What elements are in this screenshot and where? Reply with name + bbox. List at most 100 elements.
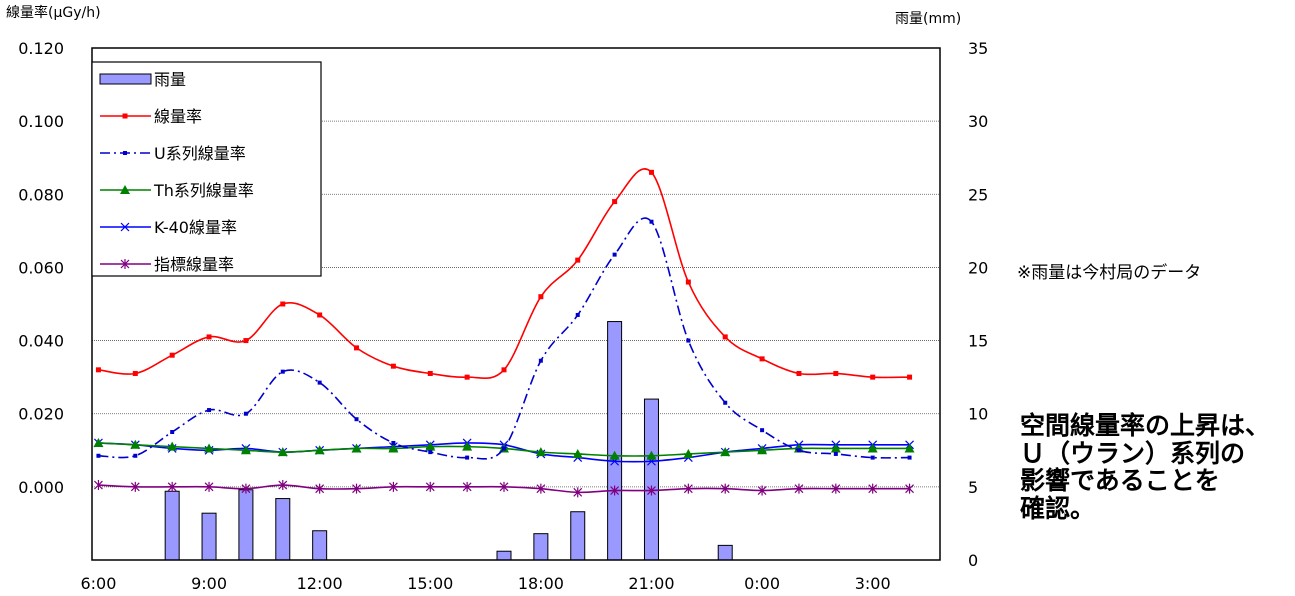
right-tick-label: 35 (968, 39, 988, 58)
data-point (130, 439, 141, 449)
data-point (612, 199, 618, 205)
rainfall-bar (570, 511, 586, 561)
data-point (794, 483, 804, 494)
legend-marker (120, 185, 130, 194)
rainfall-bar (275, 498, 291, 561)
data-point (759, 356, 765, 362)
data-point (390, 363, 396, 369)
data-point (870, 455, 875, 460)
legend-label: 指標線量率 (154, 255, 234, 274)
legend-label: 線量率 (154, 107, 202, 126)
left-axis-ticks: 0.120 0.100 0.080 0.060 0.040 0.020 0.000 (18, 39, 64, 497)
data-point (868, 483, 878, 494)
data-point (133, 453, 138, 458)
data-point (391, 440, 396, 445)
series-lines (93, 168, 915, 498)
data-point (314, 445, 325, 455)
legend-label: 雨量 (154, 70, 186, 89)
data-point (354, 345, 360, 351)
data-point (206, 334, 212, 340)
data-point (93, 437, 104, 447)
series-line (98, 217, 910, 460)
data-point (831, 483, 841, 494)
right-tick-label: 0 (968, 551, 978, 570)
rainfall-bar (643, 398, 659, 561)
x-tick-label: 6:00 (80, 574, 116, 593)
data-point (167, 441, 178, 451)
data-point (723, 400, 728, 405)
data-point (425, 441, 436, 451)
data-point (685, 279, 691, 285)
data-point (907, 374, 913, 380)
rainfall-bar (201, 512, 217, 561)
data-point (277, 447, 288, 457)
data-point (535, 447, 546, 457)
x-tick-label: 3:00 (855, 574, 891, 593)
data-point (575, 312, 580, 317)
dose-rate-rainfall-chart: 線量率(μGy/h) 雨量(mm) 0.1200.1000.0800.0600.… (6, 4, 988, 593)
left-tick-label: 0.020 (18, 405, 64, 424)
right-tick-label: 15 (968, 332, 988, 351)
left-tick-label: 0.000 (18, 478, 64, 497)
left-axis-label: 線量率(μGy/h) (6, 4, 101, 21)
plot-area-border (91, 47, 941, 561)
data-point (204, 481, 214, 492)
data-point (907, 455, 912, 460)
data-point (240, 445, 251, 455)
data-point (612, 252, 617, 257)
data-point (278, 480, 288, 491)
data-point (502, 446, 506, 451)
rainfall-bar (238, 489, 254, 561)
legend-label: U系列線量率 (154, 144, 246, 163)
right-axis-ticks: 35 30 25 20 15 10 5 0 (968, 39, 988, 570)
left-tick-label: 0.040 (18, 332, 64, 351)
data-point (686, 338, 691, 343)
right-tick-label: 10 (968, 405, 988, 424)
legend-marker (120, 222, 130, 232)
rainfall-source-note: ※雨量は今村局のデータ (1017, 263, 1202, 283)
data-point (867, 443, 878, 453)
data-point (796, 370, 802, 376)
left-tick-label: 0.100 (18, 112, 64, 131)
rainfall-bar (164, 490, 180, 561)
data-point (683, 483, 693, 494)
data-point (573, 487, 583, 498)
data-point (243, 411, 248, 416)
left-tick-label: 0.120 (18, 39, 64, 58)
data-point (830, 443, 841, 453)
x-axis-ticks: 6:00 9:00 12:00 15:00 18:00 21:00 0:00 3:00 (80, 574, 890, 593)
rainfall-bar (533, 533, 549, 561)
data-point (204, 443, 215, 453)
x-tick-label: 12:00 (297, 574, 343, 593)
data-point (425, 481, 435, 492)
data-point (388, 481, 398, 492)
data-point (170, 430, 175, 434)
data-point (538, 358, 543, 363)
legend-label: Th系列線量率 (153, 181, 254, 200)
data-point (572, 448, 583, 458)
x-tick-label: 15:00 (407, 574, 453, 593)
legend-label: K-40線量率 (154, 218, 237, 237)
summary-line: 空間線量率の上昇は、 (1020, 411, 1271, 440)
data-point (649, 219, 654, 224)
data-point (760, 428, 765, 433)
data-point (427, 370, 433, 376)
right-tick-label: 25 (968, 185, 988, 204)
data-point (536, 483, 546, 494)
data-point (575, 257, 581, 263)
x-tick-label: 18:00 (518, 574, 564, 593)
data-point (130, 481, 140, 492)
summary-text: 空間線量率の上昇は、 Ｕ（ウラン）系列の 影響であることを 確認。 (1020, 412, 1290, 522)
data-point (501, 367, 507, 373)
data-point (720, 447, 731, 457)
rainfall-bar (496, 550, 512, 561)
data-point (95, 367, 101, 373)
data-point (462, 441, 473, 451)
legend-swatch (99, 73, 152, 85)
data-point (833, 370, 839, 376)
rainfall-bar (717, 544, 733, 561)
data-point (351, 443, 362, 453)
data-point (317, 312, 323, 318)
data-point (464, 374, 470, 380)
rainfall-bar (607, 321, 623, 561)
